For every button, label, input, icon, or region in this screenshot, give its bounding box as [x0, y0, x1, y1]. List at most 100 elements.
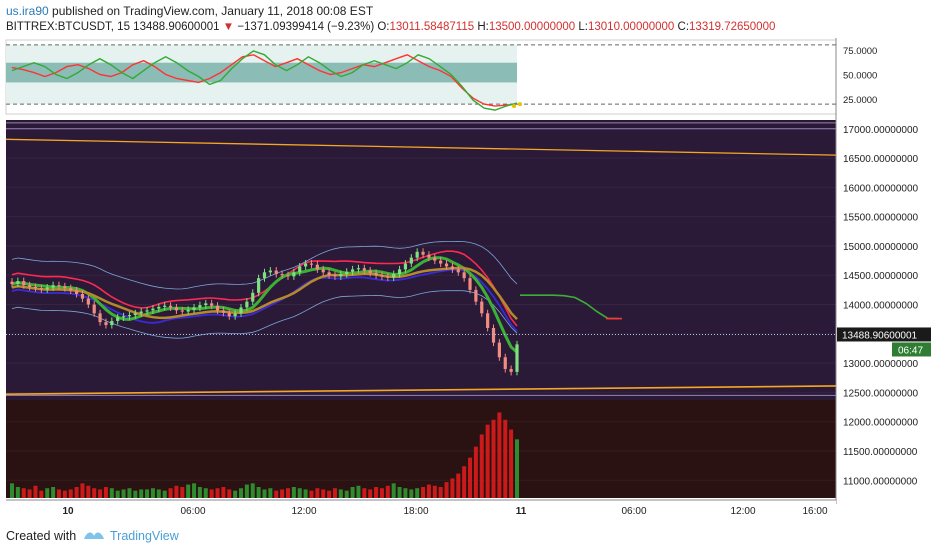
- volume-bar: [127, 488, 132, 498]
- candle: [274, 270, 278, 275]
- candle: [427, 254, 431, 258]
- candle: [280, 274, 284, 276]
- volume-bar: [203, 488, 208, 498]
- volume-bar: [462, 466, 467, 498]
- volume-bar: [33, 485, 38, 498]
- candle: [233, 313, 237, 317]
- candle: [215, 305, 220, 311]
- volume-bar: [162, 490, 167, 498]
- candle: [145, 310, 149, 312]
- candle: [151, 308, 155, 311]
- candle: [321, 269, 325, 273]
- candle: [133, 313, 137, 316]
- volume-bar: [250, 483, 255, 498]
- open-value: 13011.58487115: [389, 21, 475, 33]
- close-label: C:: [677, 21, 690, 33]
- volume-bar: [215, 488, 220, 498]
- candle: [139, 311, 143, 314]
- candle: [121, 316, 126, 318]
- candle: [486, 313, 490, 328]
- oscillator-tick-label: 50.0000: [843, 71, 877, 82]
- price-chart[interactable]: 75.0000 50.0000 25.0000 13488.90600001 06:47…: [0, 38, 932, 522]
- candle: [86, 298, 90, 305]
- high-label: H:: [477, 21, 489, 33]
- ichimoku-red-line: [11, 250, 518, 327]
- last-price-tag: [837, 327, 931, 342]
- candle: [309, 263, 314, 265]
- candle: [450, 266, 455, 270]
- oscillator-tick-label: 25.0000: [843, 95, 877, 106]
- volume-bar: [39, 490, 44, 498]
- price-tick-label: 12000.00000000: [843, 418, 919, 429]
- price-tick-label: 12500.00000000: [843, 388, 919, 399]
- volume-bar: [332, 488, 337, 498]
- candle: [268, 270, 272, 273]
- candle: [327, 272, 331, 276]
- candle: [92, 304, 96, 314]
- volume-bar: [150, 488, 155, 498]
- down-arrow-icon: ▼: [222, 21, 235, 33]
- volume-bar: [56, 489, 61, 498]
- candle: [180, 310, 184, 312]
- price-tick-label: 16000.00000000: [843, 183, 919, 194]
- volume-bar: [403, 488, 408, 498]
- candle: [168, 305, 173, 308]
- volume-bar: [426, 484, 431, 498]
- volume-bar: [438, 487, 443, 498]
- candle: [186, 309, 190, 312]
- volume-panel: [6, 400, 836, 498]
- candle: [345, 271, 349, 275]
- volume-bar: [391, 483, 396, 498]
- candle: [462, 272, 466, 279]
- volume-bar: [368, 489, 373, 498]
- candle: [497, 342, 501, 358]
- tradingview-logo-icon[interactable]: [82, 527, 106, 546]
- chart-header: us.ira90 published on TradingView.com, J…: [4, 2, 932, 38]
- volume-bar: [456, 473, 461, 498]
- candle: [304, 263, 308, 267]
- time-tick-label: 10: [62, 506, 74, 517]
- volume-bar: [139, 489, 144, 498]
- high-value: 13500.00000000: [488, 21, 576, 33]
- candle: [356, 268, 361, 270]
- candle: [192, 307, 196, 310]
- candle: [339, 274, 343, 277]
- volume-bar: [268, 488, 273, 498]
- volume-bar: [221, 487, 226, 498]
- volume-bar: [315, 488, 320, 498]
- candle: [292, 272, 296, 277]
- candle: [22, 281, 26, 286]
- volume-bar: [121, 489, 126, 498]
- volume-bar: [280, 489, 285, 498]
- volume-bar: [515, 439, 519, 498]
- volume-bar: [168, 488, 173, 498]
- candle: [397, 269, 402, 275]
- volume-bar: [327, 490, 332, 498]
- volume-bar: [209, 489, 214, 498]
- open-label: O:: [377, 21, 390, 33]
- candle: [74, 290, 79, 294]
- candle: [51, 285, 55, 288]
- price-tick-label: 16500.00000000: [843, 154, 919, 165]
- volume-bar: [432, 485, 437, 498]
- time-tick-label: 06:00: [621, 506, 646, 517]
- oscillator-tick-label: 75.0000: [843, 46, 877, 57]
- oscillator-dot-1: [518, 102, 522, 107]
- tradingview-link[interactable]: TradingView: [110, 529, 179, 543]
- symbol-label: BITTREX:BTCUSDT, 15: [6, 21, 130, 33]
- time-tick-label: 11: [516, 506, 527, 517]
- candle: [239, 307, 243, 314]
- author-link[interactable]: us.ira90: [6, 4, 49, 18]
- volume-bar: [68, 489, 73, 498]
- candle: [157, 306, 161, 309]
- close-value: 13319.72650000: [689, 21, 776, 33]
- ohlc-line: BITTREX:BTCUSDT, 15 13488.90600001 ▼ −13…: [6, 21, 775, 33]
- candle: [251, 292, 255, 302]
- candle: [198, 305, 202, 308]
- candle: [28, 285, 32, 287]
- candle: [116, 317, 120, 321]
- candle: [368, 270, 372, 273]
- volume-bar: [262, 489, 267, 498]
- candle: [386, 276, 390, 278]
- candle: [245, 301, 249, 308]
